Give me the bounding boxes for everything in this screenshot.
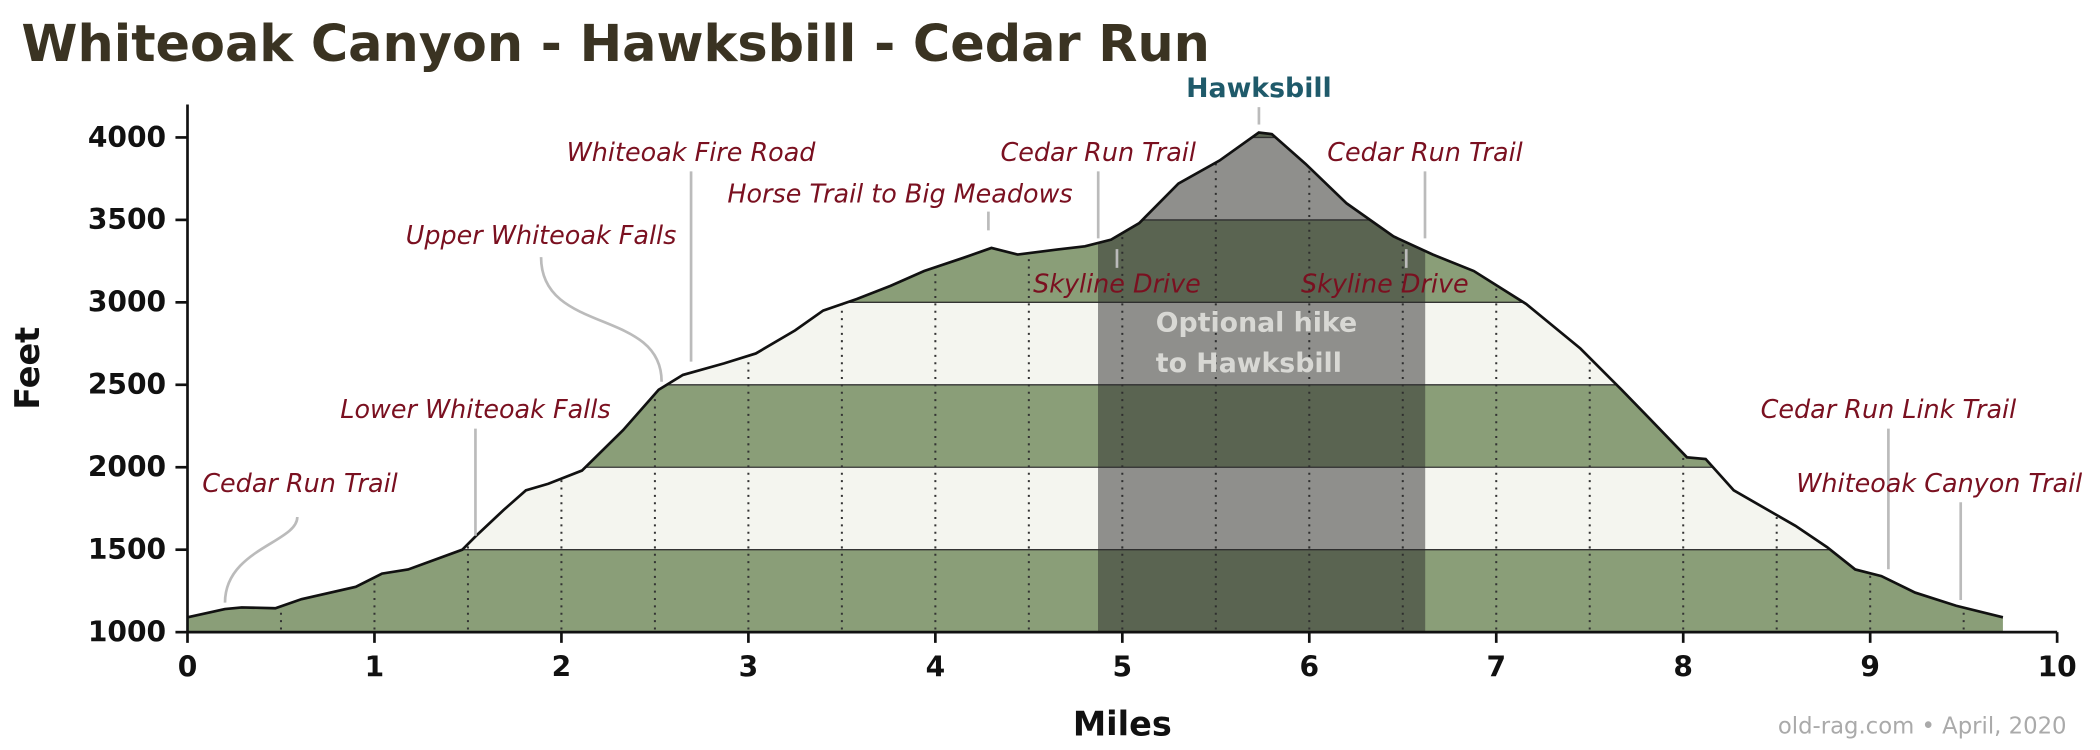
- annotation: Cedar Run Link Trail: [1761, 394, 2017, 424]
- x-tick-label: 1: [365, 650, 385, 683]
- y-tick-label: 4000: [88, 121, 166, 154]
- y-tick-label: 3000: [88, 286, 166, 319]
- x-tick-label: 9: [1860, 650, 1880, 683]
- elevation-band: [187, 132, 2003, 138]
- leader-line: [223, 516, 299, 603]
- source-note: old-rag.com • April, 2020: [1778, 714, 2067, 740]
- annotation: Whiteoak Fire Road: [567, 137, 817, 167]
- x-tick-label: 3: [739, 650, 759, 683]
- y-tick-label: 2000: [88, 451, 166, 484]
- annotation: Cedar Run Trail: [1327, 137, 1522, 167]
- y-tick-label: 3500: [88, 203, 166, 236]
- y-tick-label: 2500: [88, 368, 166, 401]
- x-tick-label: 8: [1673, 650, 1693, 683]
- y-tick-label: 1000: [88, 615, 166, 648]
- x-axis-title: Miles: [1073, 704, 1172, 743]
- x-tick-label: 5: [1113, 650, 1133, 683]
- elevation-band: [187, 549, 2003, 633]
- highlight-label: Optional hike: [1156, 308, 1357, 339]
- x-tick-label: 4: [926, 650, 946, 683]
- annotation: Whiteoak Canyon Trail: [1796, 468, 2082, 498]
- annotation: Cedar Run Trail: [1000, 137, 1195, 167]
- annotation: Skyline Drive: [1033, 268, 1201, 298]
- peak-label: Hawksbill: [1186, 73, 1332, 104]
- annotation: Skyline Drive: [1301, 268, 1469, 298]
- leader-line: [539, 257, 663, 382]
- annotation: Cedar Run Trail: [202, 468, 397, 498]
- x-tick-label: 10: [2038, 650, 2077, 683]
- x-tick-label: 7: [1486, 650, 1506, 683]
- y-tick-label: 1500: [88, 533, 166, 566]
- annotation: Upper Whiteoak Falls: [406, 220, 677, 250]
- x-tick-label: 6: [1300, 650, 1320, 683]
- y-axis-title: Feet: [8, 327, 47, 410]
- annotation: Horse Trail to Big Meadows: [727, 179, 1072, 209]
- chart-title: Whiteoak Canyon - Hawksbill - Cedar Run: [21, 15, 1209, 74]
- x-tick-label: 0: [178, 650, 198, 683]
- highlight-label: to Hawksbill: [1156, 348, 1342, 379]
- annotation: Lower Whiteoak Falls: [340, 394, 610, 424]
- elevation-line: [187, 131, 2004, 619]
- profile-fill: [187, 132, 2003, 633]
- x-tick-label: 2: [552, 650, 572, 683]
